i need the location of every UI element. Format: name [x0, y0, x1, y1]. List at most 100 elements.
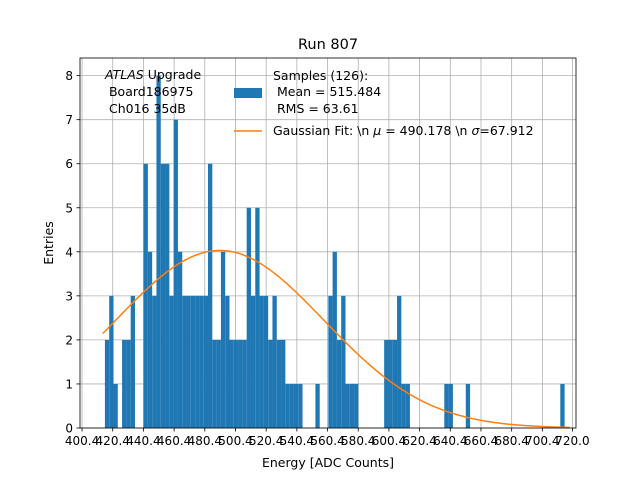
- histogram-bar: [384, 339, 389, 428]
- histogram-bar: [109, 295, 114, 428]
- x-tick-label: 540.4: [280, 434, 314, 448]
- x-tick-label: 480.4: [188, 434, 222, 448]
- plot-frame: [79, 57, 577, 429]
- histogram-bar: [336, 339, 342, 428]
- histogram-bar: [195, 295, 200, 428]
- x-tick-label: 460.4: [157, 434, 191, 448]
- histogram-bar: [272, 295, 277, 428]
- histogram-bar: [242, 339, 247, 428]
- histogram-bar: [143, 163, 148, 428]
- annotation-atlas: ATLAS: [104, 67, 144, 82]
- legend-histogram-line-2: Mean = 515.484: [273, 84, 381, 99]
- legend-fit-sigma-value: =67.912: [479, 123, 533, 138]
- x-tick-label: 420.4: [96, 434, 130, 448]
- legend-histogram-swatch: [234, 88, 262, 98]
- histogram-bar: [388, 339, 393, 428]
- histogram-bar: [289, 383, 294, 428]
- x-tick-label: 520.4: [249, 434, 283, 448]
- histogram-bar: [199, 295, 204, 428]
- annotation-line-3: Ch016 35dB: [105, 101, 186, 116]
- x-tick-label: 440.4: [126, 434, 160, 448]
- histogram-bar: [104, 339, 110, 428]
- x-tick-label: 680.4: [494, 434, 528, 448]
- histogram-bar: [259, 295, 264, 428]
- histogram-bar: [354, 383, 359, 428]
- histogram-bar: [298, 383, 303, 428]
- histogram-bar: [345, 383, 350, 428]
- legend-fit-sigma-symbol: σ: [471, 123, 480, 138]
- x-tick-label: 700.4: [525, 434, 559, 448]
- histogram-bar: [285, 383, 290, 428]
- y-tick-label: 3: [65, 289, 73, 303]
- histogram-bar: [186, 295, 191, 428]
- y-tick-label: 5: [65, 201, 73, 215]
- legend-histogram-line-3: RMS = 63.61: [273, 101, 359, 116]
- y-tick-label: 0: [65, 422, 73, 436]
- legend-fit-mu-symbol: μ: [372, 123, 381, 138]
- histogram-bar: [448, 383, 453, 428]
- histogram-bar: [349, 383, 355, 428]
- histogram-bar: [255, 207, 260, 428]
- histogram-bar: [397, 295, 402, 428]
- x-tick-label: 620.4: [402, 434, 436, 448]
- x-axis-label: Energy [ADC Counts]: [262, 455, 394, 470]
- histogram-bar: [246, 207, 251, 428]
- histogram-bar: [401, 383, 406, 428]
- histogram-bar: [229, 339, 234, 428]
- histogram-bar: [250, 295, 256, 428]
- histogram-bar: [220, 251, 226, 428]
- x-tick-label: 600.4: [372, 434, 406, 448]
- x-axis-ticks: 400.4420.4440.4460.4480.4500.4520.4540.4…: [65, 428, 590, 448]
- histogram-bar: [147, 251, 153, 428]
- histogram-bar: [332, 251, 337, 428]
- y-tick-label: 7: [65, 113, 73, 127]
- histogram-bar: [238, 339, 243, 428]
- gaussian-fit-line: [102, 249, 570, 429]
- chart-title: Run 807: [298, 37, 358, 53]
- y-tick-label: 1: [65, 377, 73, 391]
- histogram-bar: [405, 383, 410, 428]
- histogram-bar: [268, 339, 273, 428]
- legend-fit-prefix: Gaussian Fit: \n: [273, 123, 373, 138]
- x-tick-label: 500.4: [218, 434, 252, 448]
- histogram-bar: [113, 383, 118, 428]
- y-tick-label: 4: [65, 245, 73, 259]
- legend-histogram-line-1: Samples (126):: [273, 68, 368, 83]
- atlas-annotation: ATLAS Upgrade Board186975 Ch016 35dB: [104, 67, 201, 116]
- y-axis-ticks: 0 1 2 3 4 5 6 7 8: [65, 69, 80, 436]
- x-tick-label: 560.4: [310, 434, 344, 448]
- legend-fit-label: Gaussian Fit: \n μ = 490.178 \n σ=67.912: [273, 123, 534, 138]
- legend: Samples (126): Mean = 515.484 RMS = 63.6…: [234, 68, 534, 138]
- histogram-bar: [560, 383, 565, 428]
- y-tick-label: 2: [65, 333, 73, 347]
- histogram-bar: [130, 295, 135, 428]
- histogram-bar: [156, 75, 161, 428]
- histogram-bar: [126, 339, 131, 428]
- histogram-bar: [122, 339, 127, 428]
- annotation-line-1: ATLAS Upgrade: [104, 67, 201, 82]
- histogram-bar: [173, 119, 178, 429]
- histogram-bar: [160, 163, 166, 428]
- annotation-line-2: Board186975: [105, 84, 193, 99]
- x-tick-label: 580.4: [341, 434, 375, 448]
- histogram-bar: [465, 383, 471, 428]
- histogram-bar: [190, 295, 196, 428]
- histogram-bar: [212, 339, 217, 428]
- histogram-bar: [169, 295, 174, 428]
- annotation-upgrade: Upgrade: [144, 67, 202, 82]
- histogram-bar: [165, 163, 170, 428]
- histogram-bar: [152, 295, 157, 428]
- y-axis-label: Entries: [41, 221, 56, 265]
- x-tick-label: 400.4: [65, 434, 99, 448]
- histogram-bar: [216, 339, 221, 428]
- histogram-bar: [233, 339, 239, 428]
- histogram-bar: [315, 383, 320, 428]
- x-tick-label: 640.4: [433, 434, 467, 448]
- histogram-bar: [444, 383, 449, 428]
- histogram-bar: [225, 295, 230, 428]
- histogram-bar: [293, 383, 299, 428]
- legend-fit-mu-value: = 490.178 \n: [381, 123, 471, 138]
- histogram-bar: [263, 295, 269, 428]
- x-tick-label: 720.0: [555, 434, 589, 448]
